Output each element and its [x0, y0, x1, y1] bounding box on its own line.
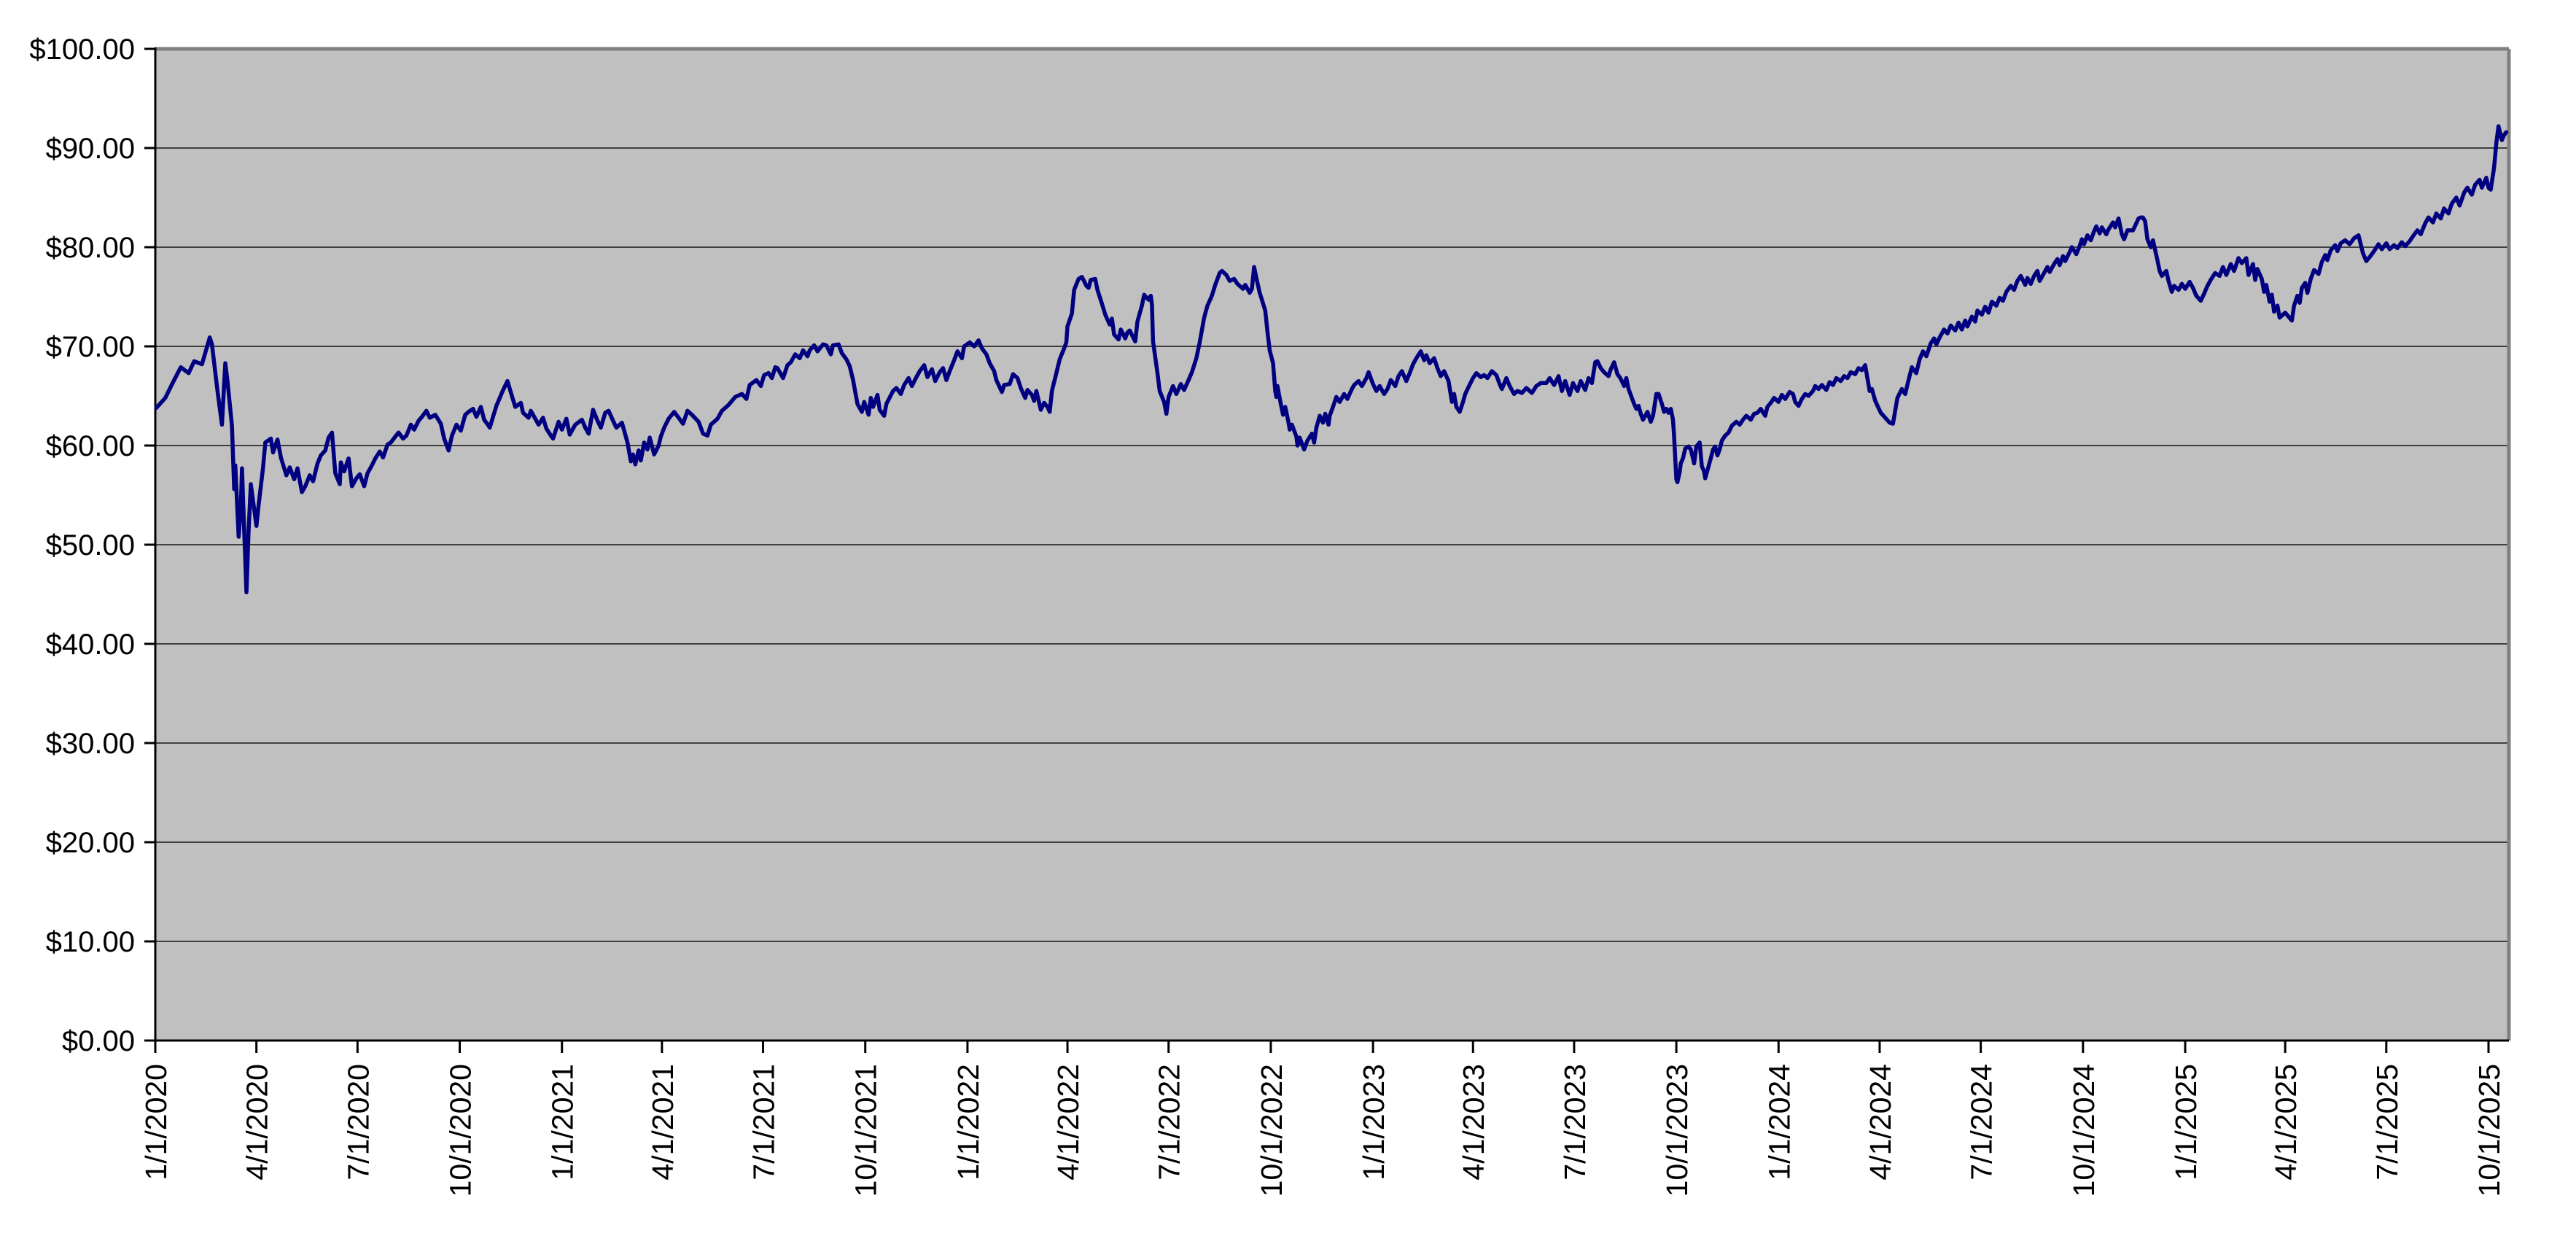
x-axis-label: 1/1/2024: [1762, 1064, 1796, 1181]
x-axis-label: 7/1/2023: [1558, 1064, 1592, 1181]
y-axis-label: $50.00: [46, 529, 135, 561]
x-axis-label: 7/1/2022: [1153, 1064, 1186, 1181]
x-axis-label: 7/1/2021: [747, 1064, 781, 1181]
y-axis-label: $60.00: [46, 430, 135, 462]
x-axis-label: 7/1/2024: [1965, 1064, 1999, 1181]
x-axis-label: 4/1/2020: [241, 1064, 274, 1181]
y-axis-label: $90.00: [46, 133, 135, 165]
x-axis-label: 1/1/2021: [546, 1064, 580, 1181]
y-axis-label: $80.00: [46, 232, 135, 264]
y-axis-label: $10.00: [46, 926, 135, 958]
x-axis-label: 4/1/2024: [1864, 1064, 1897, 1181]
x-axis-label: 1/1/2023: [1357, 1064, 1390, 1181]
x-axis-label: 10/1/2023: [1660, 1064, 1694, 1197]
x-axis-label: 7/1/2025: [2370, 1064, 2404, 1181]
x-axis-label: 4/1/2023: [1457, 1064, 1490, 1181]
x-axis-label: 1/1/2020: [139, 1064, 173, 1181]
x-axis-label: 10/1/2025: [2472, 1064, 2506, 1197]
x-axis-label: 4/1/2022: [1051, 1064, 1085, 1181]
x-axis-label: 4/1/2021: [646, 1064, 680, 1181]
plot-borders: [154, 47, 2511, 1042]
y-axis-label: $40.00: [46, 629, 135, 661]
x-axis-label: 10/1/2020: [444, 1064, 478, 1197]
x-axis-label: 4/1/2025: [2269, 1064, 2303, 1181]
y-axis-labels: $0.00 $10.00 $20.00 $30.00 $40.00 $50.00 $60.0…: [29, 34, 135, 1057]
y-axis-label: $30.00: [46, 728, 135, 760]
x-axis-labels: 1/1/2020 4/1/2020 7/1/2020 10/1/2020 1/1/202…: [139, 1064, 2506, 1197]
y-axis-label: $100.00: [29, 34, 135, 66]
y-axis-ticks: [144, 47, 155, 1042]
x-axis-label: 10/1/2022: [1255, 1064, 1288, 1197]
x-axis-label: 1/1/2025: [2169, 1064, 2203, 1181]
x-axis-label: 10/1/2024: [2067, 1064, 2101, 1197]
y-axis-label: $20.00: [46, 827, 135, 859]
x-axis-label: 7/1/2020: [341, 1064, 375, 1181]
y-axis-label: $0.00: [62, 1025, 135, 1057]
x-axis-label: 1/1/2022: [952, 1064, 985, 1181]
price-series-line: [154, 124, 2509, 595]
gridlines: [155, 147, 2509, 942]
y-axis-label: $70.00: [46, 331, 135, 363]
x-axis-ticks: [154, 1041, 2490, 1053]
x-axis-label: 10/1/2021: [849, 1064, 883, 1197]
